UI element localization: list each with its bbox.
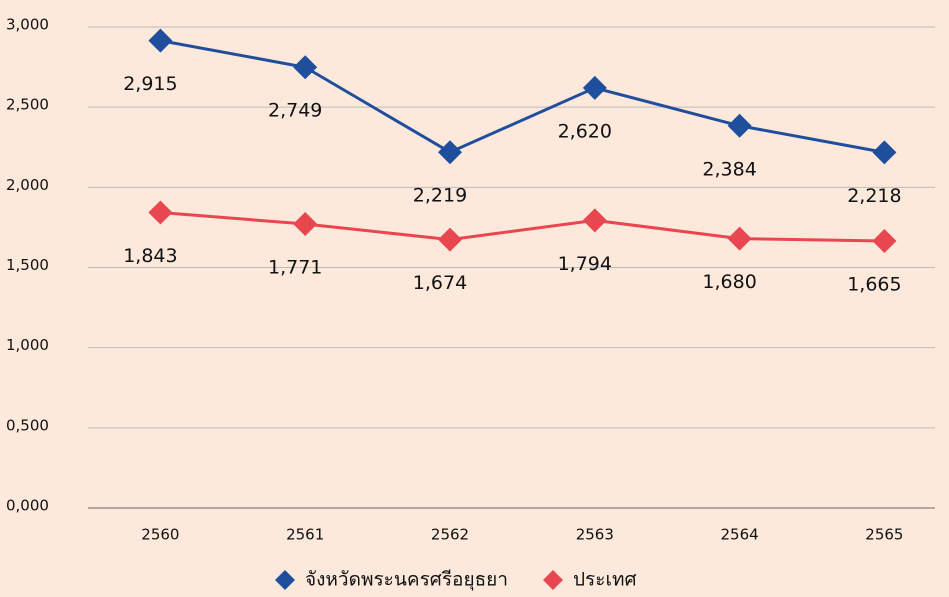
- data-label: 2,384: [702, 158, 756, 180]
- point: [293, 55, 318, 80]
- data-label: 1,665: [847, 274, 901, 296]
- y-tick-label: 1,000: [6, 336, 49, 354]
- y-tick-label: 3,000: [6, 16, 49, 34]
- series-line: [160, 39, 885, 154]
- y-tick-label: 0,000: [6, 497, 49, 515]
- x-tick-label: 2564: [721, 526, 759, 544]
- point: [438, 140, 462, 165]
- point: [293, 212, 318, 237]
- point: [727, 226, 752, 251]
- data-label: 2,915: [123, 73, 177, 95]
- data-label: 1,674: [413, 272, 467, 294]
- legend-label: ประเทศ: [573, 569, 637, 591]
- legend-label: จังหวัดพระนครศรีอยุธยา: [305, 569, 508, 592]
- point: [582, 208, 607, 233]
- data-label: 2,620: [558, 120, 612, 142]
- point: [438, 227, 462, 252]
- y-tick-label: 2,000: [6, 176, 49, 194]
- y-tick-label: 1,500: [6, 256, 49, 274]
- point: [148, 200, 173, 225]
- data-label: 1,771: [268, 257, 322, 279]
- legend-marker: [275, 570, 295, 590]
- point: [872, 140, 897, 165]
- legend-marker: [543, 570, 563, 590]
- x-tick-label: 2560: [141, 526, 179, 544]
- data-label: 2,219: [413, 185, 467, 207]
- point: [727, 113, 752, 138]
- point: [872, 229, 897, 254]
- series-line: [160, 211, 885, 243]
- y-tick-label: 2,500: [6, 96, 49, 114]
- data-label: 2,749: [268, 100, 322, 122]
- y-tick-label: 0,500: [6, 416, 49, 434]
- data-label: 1,843: [123, 245, 177, 267]
- x-tick-label: 2565: [865, 526, 903, 544]
- point: [582, 75, 607, 100]
- data-label: 2,218: [847, 185, 901, 207]
- data-label: 1,794: [558, 253, 612, 275]
- x-tick-label: 2561: [286, 526, 324, 544]
- point: [148, 28, 173, 53]
- x-tick-label: 2563: [576, 526, 614, 544]
- x-tick-label: 2562: [431, 526, 469, 544]
- data-label: 1,680: [702, 271, 756, 293]
